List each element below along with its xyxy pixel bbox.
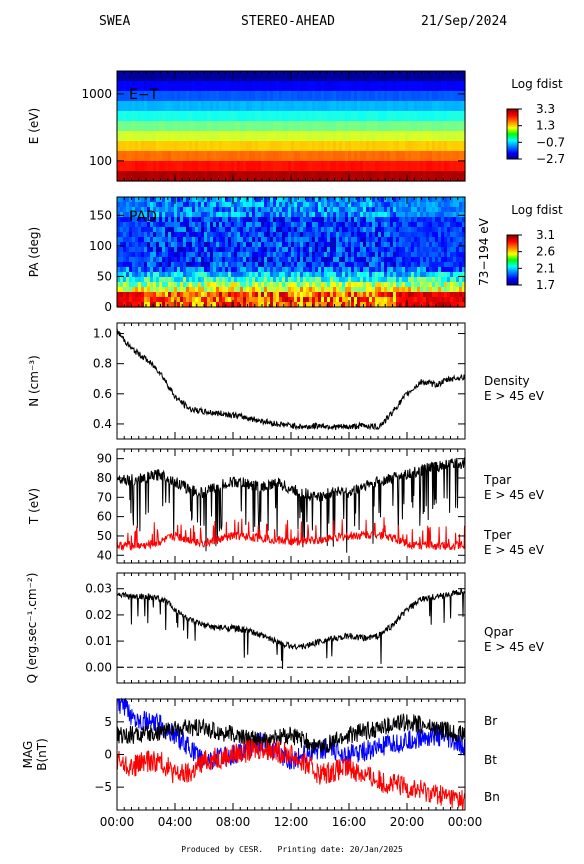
x-axis-time-tick: 08:00 — [216, 815, 251, 829]
pitch-angle-colorbar — [506, 234, 519, 286]
density-ytick: 1.0 — [93, 327, 112, 341]
pitch-angle-energy-range: 73−194 eV — [477, 217, 491, 285]
magnetic-field-series-2 — [116, 738, 466, 811]
magnetic-field-series-group — [116, 697, 466, 811]
density-ytick: 0.6 — [93, 387, 112, 401]
temperature-legend-2: Tper — [483, 528, 511, 542]
energy-time-label: E−T — [129, 87, 159, 103]
energy-time-colorbar-tick: −0.7 — [536, 135, 565, 149]
magnetic-field-ylabel: MAG — [21, 741, 35, 769]
energy-time-colorbar-tick: 1.3 — [536, 119, 555, 133]
heat-flux-frame — [116, 572, 466, 684]
energy-time-colorbar-tick: −2.7 — [536, 152, 565, 166]
pitch-angle-colorbar-tick: 2.6 — [536, 245, 555, 259]
density-series-0 — [116, 328, 466, 431]
pitch-angle-ytick: 150 — [89, 208, 112, 222]
temperature-series-1 — [116, 517, 466, 552]
header-date: 21/Sep/2024 — [421, 14, 508, 29]
panel-magnetic-field: Br Bt Bn −5 0 5 MAG B(nT) — [21, 697, 500, 811]
magnetic-field-legend-1: Bt — [484, 753, 497, 767]
heat-flux-ytick: 0.01 — [85, 634, 112, 648]
density-legend-0: Density — [484, 374, 530, 388]
pitch-angle-ytick: 50 — [97, 269, 112, 283]
temperature-ytick: 70 — [97, 490, 112, 504]
temperature-legend-0: Tpar — [483, 473, 511, 487]
x-axis-time-tick: 16:00 — [332, 815, 367, 829]
temperature-series-0 — [116, 456, 466, 553]
pitch-angle-cells — [117, 197, 466, 308]
magnetic-field-ylabel-unit: B(nT) — [35, 738, 49, 771]
density-frame — [116, 322, 466, 440]
panel-pitch-angle: PAD Log fdist 3.1 2.6 2.1 1.7 73−194 eV 0 50 100 1… — [27, 196, 563, 314]
x-axis-time-tick: 00:00 — [448, 815, 483, 829]
temperature-ytick: 60 — [97, 510, 112, 524]
pitch-angle-colorbar-tick: 1.7 — [536, 278, 555, 292]
pitch-angle-ylabel: PA (deg) — [27, 227, 41, 277]
magnetic-field-ytick: −5 — [94, 780, 112, 794]
footer: Produced by CESR. Printing date: 20/Jan/… — [0, 845, 584, 854]
magnetic-field-legend-0: Br — [484, 714, 497, 728]
density-ytick: 0.8 — [93, 357, 112, 371]
x-axis-time-tick: 12:00 — [274, 815, 309, 829]
energy-time-colorbar-title: Log fdist — [511, 77, 563, 91]
magnetic-field-legend-2: Bn — [484, 790, 500, 804]
header-spacecraft: STEREO-AHEAD — [241, 14, 335, 29]
temperature-ytick: 40 — [97, 548, 112, 562]
density-series-group — [116, 328, 466, 431]
pitch-angle-ytick: 100 — [89, 239, 112, 253]
footer-produced-by: Produced by CESR. — [181, 845, 264, 854]
pitch-angle-label: PAD — [129, 209, 157, 225]
heat-flux-ytick: 0.00 — [85, 660, 112, 674]
energy-time-ylabel: E (eV) — [27, 108, 41, 144]
heat-flux-legend-1: E > 45 eV — [484, 640, 545, 654]
magnetic-field-ytick: 5 — [104, 715, 112, 729]
x-axis-time-tick: 00:00 — [100, 815, 135, 829]
temperature-ytick: 80 — [97, 471, 112, 485]
temperature-series-group — [116, 456, 466, 553]
header-instrument: SWEA — [99, 14, 131, 29]
x-axis-time-tick: 04:00 — [158, 815, 193, 829]
temperature-ytick: 50 — [97, 529, 112, 543]
panel-energy-time: E−T Log fdist 3.3 1.3 −0.7 −2.7 100 1000 E (eV) — [27, 70, 565, 182]
density-legend-1: E > 45 eV — [484, 389, 545, 403]
temperature-ytick: 90 — [97, 452, 112, 466]
temperature-ylabel: T (eV) — [27, 488, 41, 525]
energy-time-ytick: 1000 — [81, 87, 112, 101]
footer-printing-date: Printing date: 20/Jan/2025 — [277, 845, 403, 854]
energy-time-ytick: 100 — [89, 154, 112, 168]
heat-flux-ytick: 0.02 — [85, 608, 112, 622]
energy-time-colorbar — [506, 108, 519, 160]
magnetic-field-ytick: 0 — [104, 748, 112, 762]
temperature-legend-3: E > 45 eV — [484, 543, 545, 557]
pitch-angle-colorbar-title: Log fdist — [511, 203, 563, 217]
temperature-legend-1: E > 45 eV — [484, 488, 545, 502]
pitch-angle-ytick: 0 — [104, 300, 112, 314]
heat-flux-ylabel: Q (erg.sec⁻¹.cm⁻²) — [25, 573, 39, 684]
density-ylabel: N (cm⁻³) — [27, 355, 41, 407]
heat-flux-series-0 — [116, 587, 466, 670]
pitch-angle-colorbar-tick: 2.1 — [536, 261, 555, 275]
x-axis-time-tick: 20:00 — [390, 815, 425, 829]
heat-flux-ytick: 0.03 — [85, 582, 112, 596]
heat-flux-series-group — [116, 587, 466, 670]
energy-time-colorbar-tick: 3.3 — [536, 102, 555, 116]
heat-flux-legend-0: Qpar — [484, 625, 513, 639]
density-ytick: 0.4 — [93, 417, 112, 431]
energy-time-cells — [117, 71, 466, 182]
magnetic-field-series-1 — [116, 713, 466, 754]
pitch-angle-colorbar-tick: 3.1 — [536, 228, 555, 242]
